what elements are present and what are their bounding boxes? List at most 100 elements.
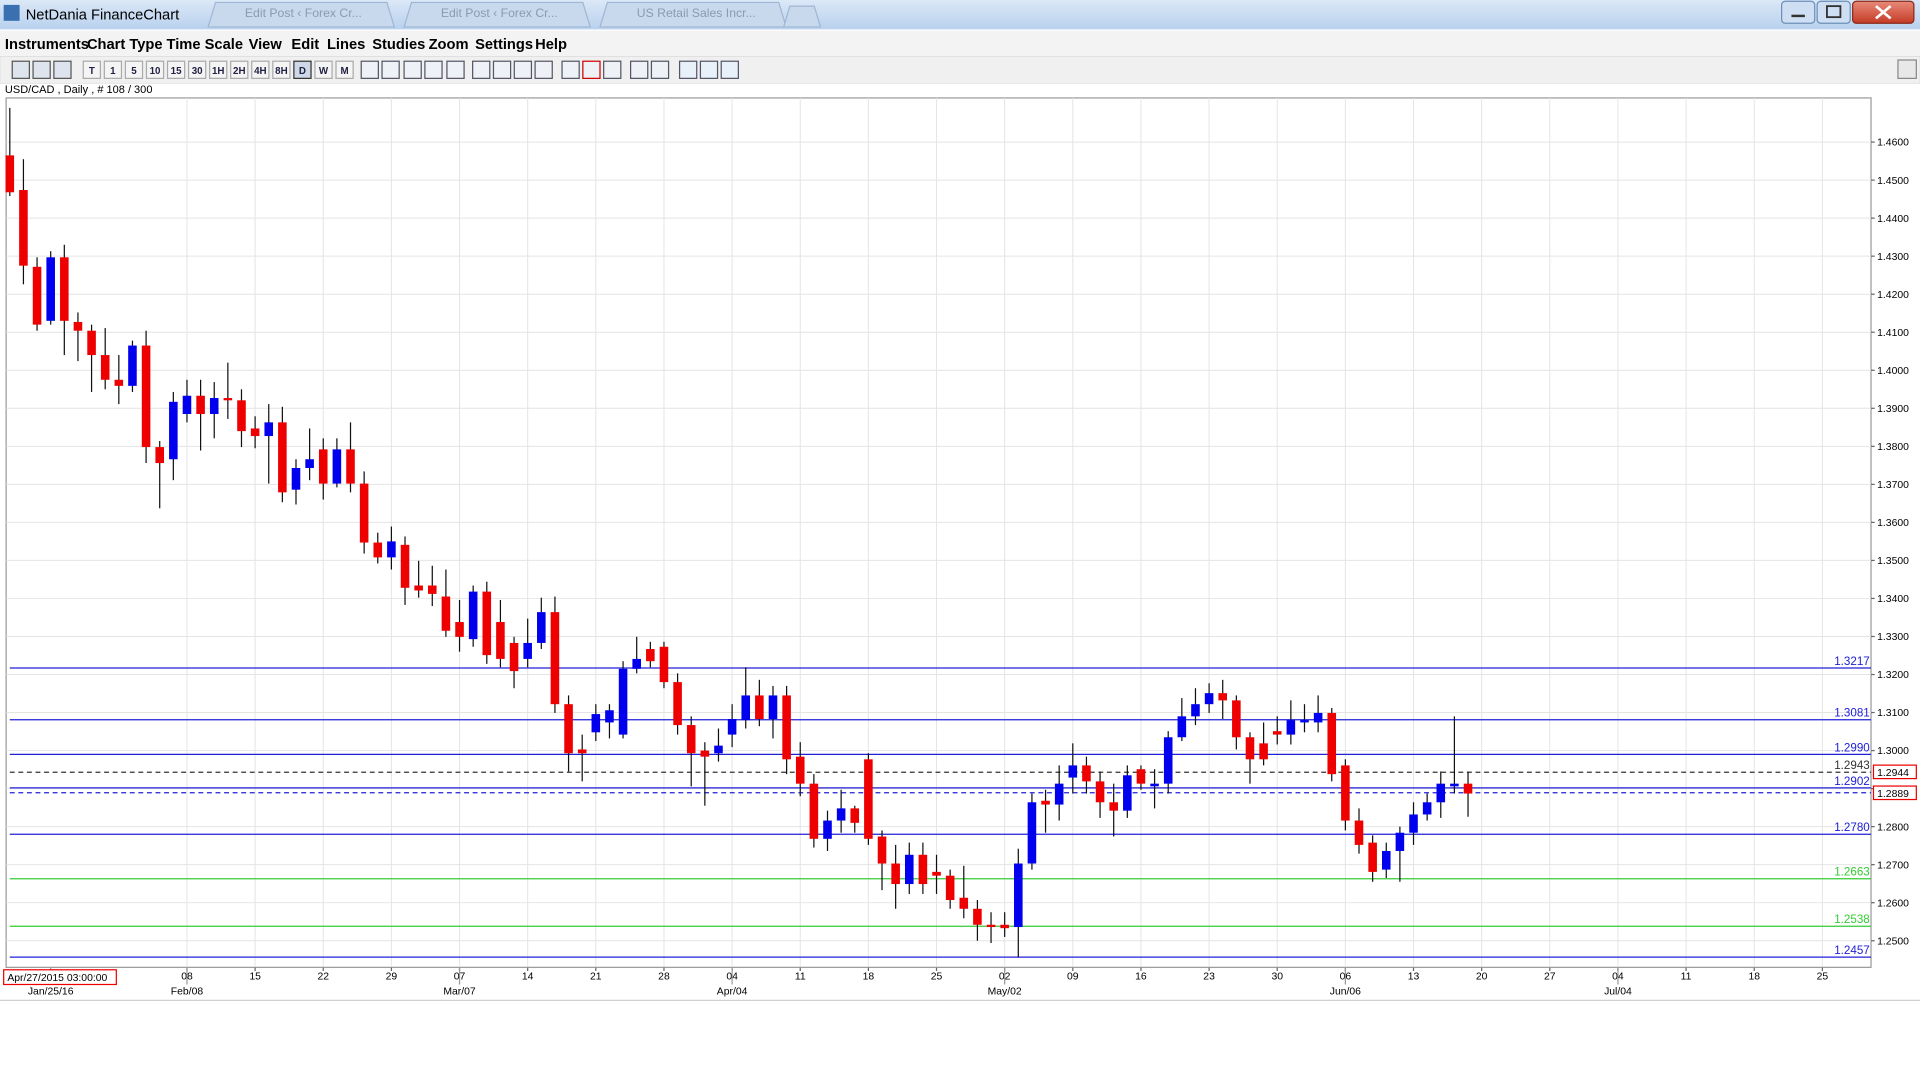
browser-tab[interactable] (599, 1, 787, 28)
browser-tab[interactable] (403, 1, 592, 28)
candle-body (768, 695, 778, 720)
y-tick-label: 1.4400 (1877, 214, 1909, 225)
browser-tab-label: Edit Post ‹ Forex Cr... (245, 6, 362, 20)
menu-item[interactable]: Edit (291, 37, 319, 53)
candle-body (100, 355, 110, 380)
candle-body (128, 345, 137, 386)
y-tick-label: 1.3100 (1877, 708, 1909, 719)
candle-body (1368, 842, 1377, 872)
y-tick-label: 1.3000 (1877, 746, 1909, 757)
candle-body (32, 266, 42, 325)
y-tick-label: 1.3500 (1877, 556, 1909, 567)
menu-item[interactable]: Studies (372, 37, 425, 53)
timescale-button[interactable] (82, 60, 102, 79)
timescale-button[interactable] (145, 60, 165, 79)
timescale-button[interactable] (314, 60, 333, 79)
candle-body (986, 924, 996, 928)
timescale-button[interactable] (187, 60, 207, 79)
toolbar-icon[interactable] (720, 60, 739, 79)
level-label: 1.2990 (1834, 741, 1870, 754)
toolbar-icon[interactable] (678, 60, 698, 79)
candle-body (918, 854, 928, 885)
toolbar-icon[interactable] (381, 60, 400, 79)
timescale-button[interactable] (272, 60, 291, 79)
toolbar-icon[interactable] (492, 60, 512, 79)
menu-item[interactable]: Lines (327, 37, 365, 53)
toolbar-icon[interactable] (534, 60, 553, 79)
candle-body (346, 449, 355, 484)
timescale-button[interactable] (335, 60, 354, 79)
y-tick-label: 1.3900 (1877, 404, 1909, 415)
toolbar-icon[interactable] (360, 60, 379, 79)
browser-tab[interactable] (207, 1, 396, 28)
toolbar-icon[interactable] (403, 60, 422, 79)
timescale-label: 5 (131, 66, 137, 77)
y-tick-label: 1.2800 (1877, 822, 1909, 833)
price-marker-box (1872, 764, 1917, 780)
candle-body (482, 591, 492, 656)
new-tab[interactable] (782, 5, 822, 28)
timescale-button[interactable] (103, 60, 123, 79)
timescale-button[interactable] (230, 60, 249, 79)
candle-body (237, 400, 246, 432)
timescale-button[interactable] (293, 60, 312, 79)
timescale-label: W (319, 66, 329, 77)
x-major-tick-label: Jun/06 (1330, 986, 1361, 997)
y-tick-label: 1.3300 (1877, 632, 1909, 643)
toolbar-icon[interactable] (513, 60, 533, 79)
timescale-button[interactable] (124, 60, 144, 79)
candle-body (1381, 850, 1391, 870)
menu-item[interactable]: Help (535, 37, 567, 53)
timescale-button[interactable] (209, 60, 228, 79)
toolbar-icon[interactable] (561, 60, 580, 79)
menu-item[interactable]: Chart Type (87, 37, 163, 53)
candle-body (305, 459, 314, 469)
toolbar-icon[interactable] (11, 60, 30, 79)
minimize-button[interactable] (1781, 0, 1816, 24)
level-label: 1.2538 (1834, 913, 1870, 926)
toolbar-icon[interactable] (582, 60, 601, 79)
y-tick-label: 1.4100 (1877, 328, 1909, 339)
toolbar-icon[interactable] (650, 60, 670, 79)
candle-body (182, 395, 192, 414)
candle-body (196, 395, 205, 414)
toolbar-icon[interactable] (446, 60, 465, 79)
x-tick-label: 23 (1203, 972, 1215, 983)
candle-body (46, 257, 55, 321)
menu-item[interactable]: Time Scale (167, 37, 243, 53)
maximize-button[interactable] (1816, 0, 1851, 24)
candle-body (1014, 863, 1023, 928)
y-tick-label: 1.4300 (1877, 252, 1909, 263)
candle-body (359, 483, 369, 543)
toolbar-icon[interactable] (630, 60, 649, 79)
toolbar-icon[interactable] (472, 60, 491, 79)
maximize-icon (1826, 5, 1842, 19)
level-label: 1.2457 (1834, 944, 1870, 957)
candle-body (577, 749, 587, 754)
level-label: 1.3081 (1834, 707, 1870, 720)
toolbar-icon[interactable] (603, 60, 622, 79)
timescale-button[interactable] (166, 60, 186, 79)
candle-body (714, 745, 723, 754)
candle-body (1286, 720, 1296, 735)
timescale-label: 1 (110, 66, 116, 77)
timescale-label: T (89, 66, 95, 77)
candle-body (932, 871, 941, 876)
menu-item[interactable]: View (249, 37, 283, 53)
toolbar-icon[interactable] (424, 60, 443, 79)
toolbar-icon[interactable] (32, 60, 51, 79)
menu-item[interactable]: Instruments (5, 37, 89, 53)
candle-body (605, 710, 614, 723)
timescale-button[interactable] (251, 60, 270, 79)
menu-item[interactable]: Zoom (429, 37, 469, 53)
x-tick-label: 15 (249, 972, 261, 983)
candle-body (387, 541, 396, 558)
toolbar-icon[interactable] (53, 60, 72, 79)
candle-body (73, 321, 83, 331)
plot-area (5, 97, 1872, 968)
menu-item[interactable]: Settings (475, 37, 533, 53)
toolbar-icon[interactable] (699, 60, 719, 79)
panel-button[interactable] (1897, 59, 1917, 79)
candle-body (823, 820, 832, 839)
y-tick-label: 1.4500 (1877, 176, 1909, 187)
